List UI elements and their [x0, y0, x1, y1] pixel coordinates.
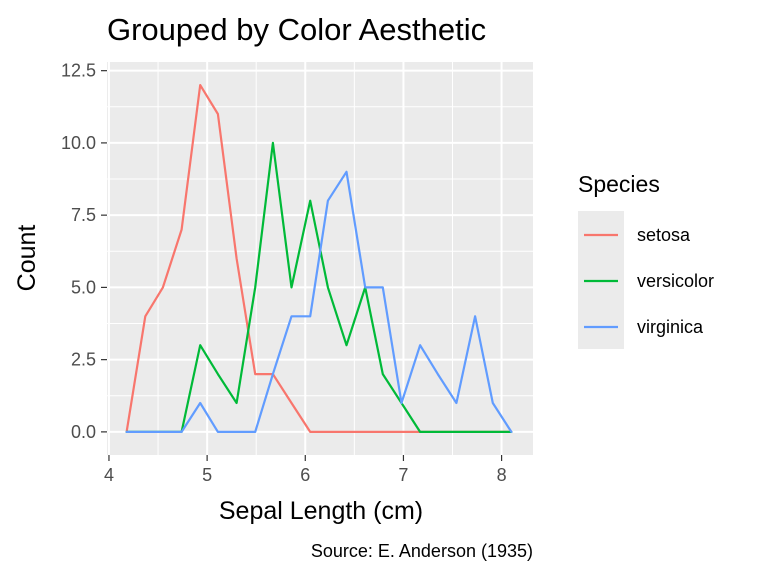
series-line-versicolor — [125, 141, 513, 433]
minor-gridlines — [107, 62, 533, 455]
y-tick-label: 7.5 — [71, 205, 96, 225]
legend-title: Species — [578, 171, 660, 197]
caption: Source: E. Anderson (1935) — [311, 541, 533, 561]
y-tick-labels: 0.0 2.5 5.0 7.5 10.0 12.5 — [61, 61, 96, 442]
y-tick-label: 2.5 — [71, 350, 96, 370]
x-tick-label: 4 — [104, 465, 114, 485]
axis-ticks — [101, 70, 503, 461]
y-tick-label: 0.0 — [71, 422, 96, 442]
legend: Species setosa versicolor virginica — [578, 171, 714, 349]
x-tick-label: 8 — [497, 465, 507, 485]
series-line-virginica — [125, 170, 513, 433]
y-tick-label: 12.5 — [61, 61, 96, 81]
y-tick-label: 10.0 — [61, 133, 96, 153]
x-tick-labels: 4 5 6 7 8 — [104, 465, 507, 485]
x-tick-label: 6 — [300, 465, 310, 485]
chart-title: Grouped by Color Aesthetic — [107, 12, 486, 47]
y-axis-title: Count — [13, 225, 41, 292]
series-lines — [125, 83, 513, 433]
legend-label-setosa: setosa — [637, 225, 691, 245]
legend-label-versicolor: versicolor — [637, 271, 714, 291]
x-axis-title: Sepal Length (cm) — [219, 497, 423, 525]
x-tick-label: 5 — [202, 465, 212, 485]
y-tick-label: 5.0 — [71, 277, 96, 297]
x-tick-label: 7 — [398, 465, 408, 485]
legend-label-virginica: virginica — [637, 317, 704, 337]
